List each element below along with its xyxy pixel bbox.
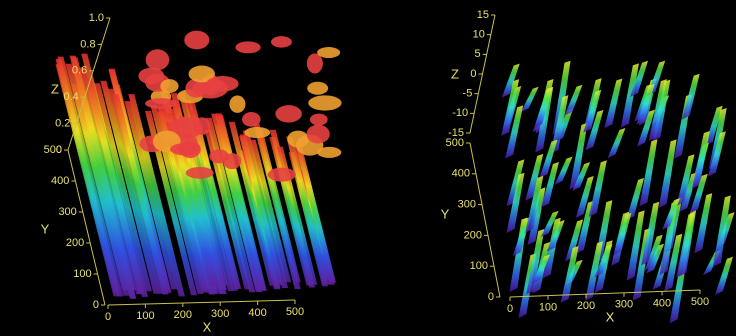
surface-peak xyxy=(275,105,302,122)
y-tick-label: 100 xyxy=(73,268,91,280)
z-tick-label: 0.4 xyxy=(64,91,79,103)
figure: 0100200300400500X0100200300400500Y00.20.… xyxy=(0,0,736,336)
z-tick-label: 0.6 xyxy=(72,65,87,77)
z-tick-label: -15 xyxy=(448,127,464,139)
y-tick-label: 400 xyxy=(51,175,69,187)
z-tick-label: 0 xyxy=(470,68,476,80)
y-tick-label: 400 xyxy=(452,168,470,180)
surface-peak xyxy=(268,168,296,182)
surface-peak xyxy=(307,82,328,95)
z-tick-label: 10 xyxy=(473,29,485,41)
y-tick-label: 300 xyxy=(458,199,476,211)
surface-peak xyxy=(235,41,260,53)
x-tick-label: 0 xyxy=(105,311,111,323)
z-tick-label: 1.0 xyxy=(89,12,104,24)
x-tick-label: 500 xyxy=(286,306,304,318)
surface-peak xyxy=(271,36,292,47)
y-tick-label: 0 xyxy=(93,299,99,311)
x-tick-label: 200 xyxy=(174,309,192,321)
z-axis-label: Z xyxy=(451,66,459,81)
y-tick-label: 200 xyxy=(464,229,482,241)
x-tick-label: 400 xyxy=(248,307,266,319)
x-tick-label: 100 xyxy=(539,302,557,314)
x-tick-label: 400 xyxy=(653,297,671,309)
x-tick-label: 300 xyxy=(211,308,229,320)
surface-peak xyxy=(146,49,170,70)
surface-peak xyxy=(223,153,241,169)
x-tick-label: 0 xyxy=(507,303,513,315)
x-tick-label: 300 xyxy=(615,299,633,311)
surface-peak xyxy=(184,31,209,50)
surface-peak xyxy=(186,167,214,179)
surface-peak xyxy=(310,114,328,126)
y-tick-label: 0 xyxy=(488,291,494,303)
y-tick-label: 200 xyxy=(66,237,84,249)
surface-peak xyxy=(206,76,238,92)
z-tick-label: 5 xyxy=(475,48,481,60)
surface-peak xyxy=(193,117,210,135)
z-tick-label: 15 xyxy=(477,9,489,21)
surface-peak xyxy=(308,95,341,110)
surface-peak xyxy=(317,47,340,58)
page: 0100200300400500X0100200300400500Y00.20.… xyxy=(0,0,736,336)
x-tick-label: 200 xyxy=(577,300,595,312)
surface-peak xyxy=(242,112,260,127)
x-tick-label: 100 xyxy=(136,310,154,322)
surface-peak xyxy=(244,127,270,138)
y-tick-label: 300 xyxy=(58,206,76,218)
y-tick-label: 100 xyxy=(470,260,488,272)
surface-peak xyxy=(307,125,330,144)
z-tick-label: -10 xyxy=(452,107,468,119)
z-axis-label: Z xyxy=(51,81,59,96)
surface-peak xyxy=(229,95,245,112)
z-tick-label: 0.8 xyxy=(80,38,95,50)
x-axis-label: X xyxy=(203,319,212,334)
surface-peak xyxy=(145,98,176,109)
y-axis-label: Y xyxy=(41,221,50,236)
z-tick-label: -5 xyxy=(463,88,473,100)
surface-peak xyxy=(160,79,178,93)
x-tick-label: 500 xyxy=(691,296,709,308)
y-axis-label: Y xyxy=(441,206,450,221)
surface-peak xyxy=(138,68,164,84)
z-tick-label: 0.2 xyxy=(55,118,70,130)
z-tick-label: 0 xyxy=(56,144,62,156)
surface-peak xyxy=(170,143,200,155)
x-axis-label: X xyxy=(606,309,615,324)
